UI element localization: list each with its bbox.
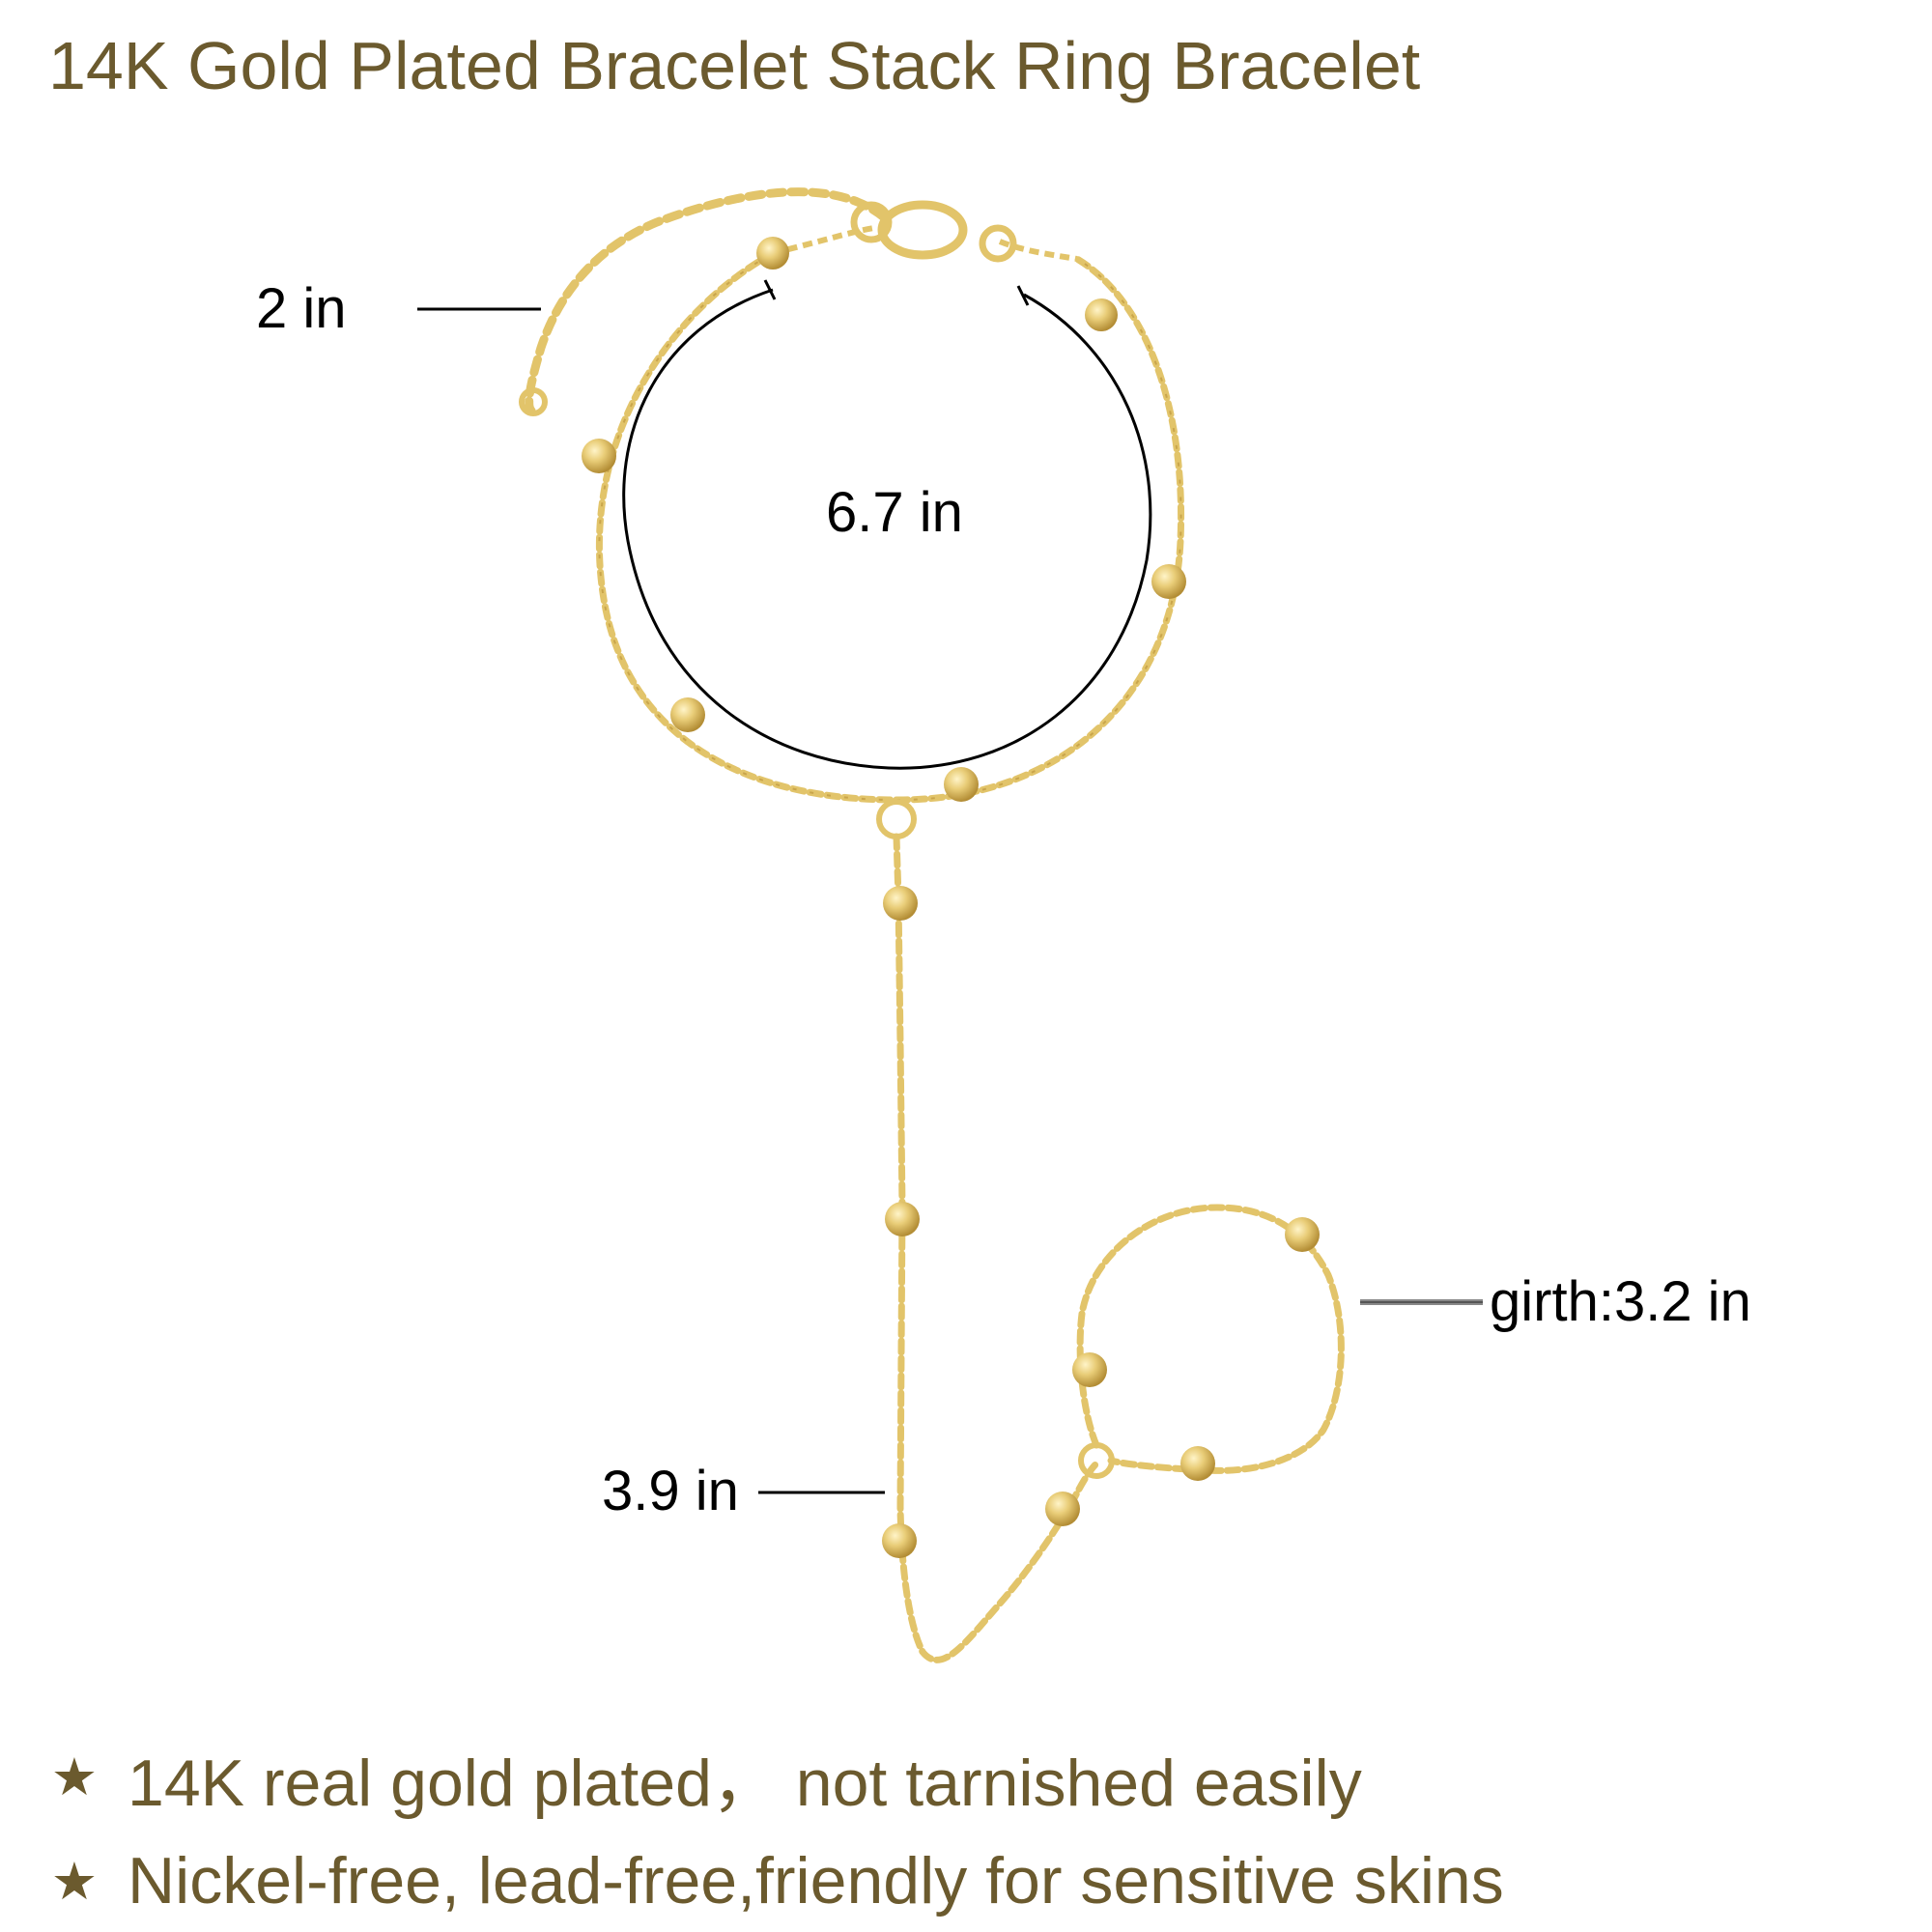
lobster-clasp <box>850 200 1017 263</box>
feature-text: Nickel-free, lead-free,friendly for sens… <box>128 1844 1504 1918</box>
ring-connector <box>1078 1442 1115 1479</box>
extender-end-ring <box>519 387 548 416</box>
feature-item: ★ 14K real gold plated， not tarnished ea… <box>46 1729 1362 1825</box>
bracelet-length-label: 6.7 in <box>826 481 963 544</box>
finger-ring-chain <box>1076 1204 1345 1474</box>
feature-text: 14K real gold plated， not tarnished easi… <box>128 1747 1362 1820</box>
bracelet-measure-arc <box>622 288 1152 770</box>
clasp-chain-left <box>772 225 875 256</box>
drop-length-label: 3.9 in <box>602 1460 739 1522</box>
extender-chain <box>525 187 889 415</box>
clasp-chain-right <box>998 239 1078 262</box>
star-icon: ★ <box>50 1747 99 1807</box>
star-icon: ★ <box>50 1850 99 1912</box>
extender-length-label: 2 in <box>256 277 347 340</box>
connector-ring <box>876 799 917 839</box>
feature-item: ★ Nickel-free, lead-free,friendly for se… <box>46 1843 1504 1918</box>
ring-girth-label: girth:3.2 in <box>1490 1270 1751 1333</box>
product-title: 14K Gold Plated Bracelet Stack Ring Brac… <box>48 28 1421 103</box>
drop-chain <box>893 833 1100 1663</box>
